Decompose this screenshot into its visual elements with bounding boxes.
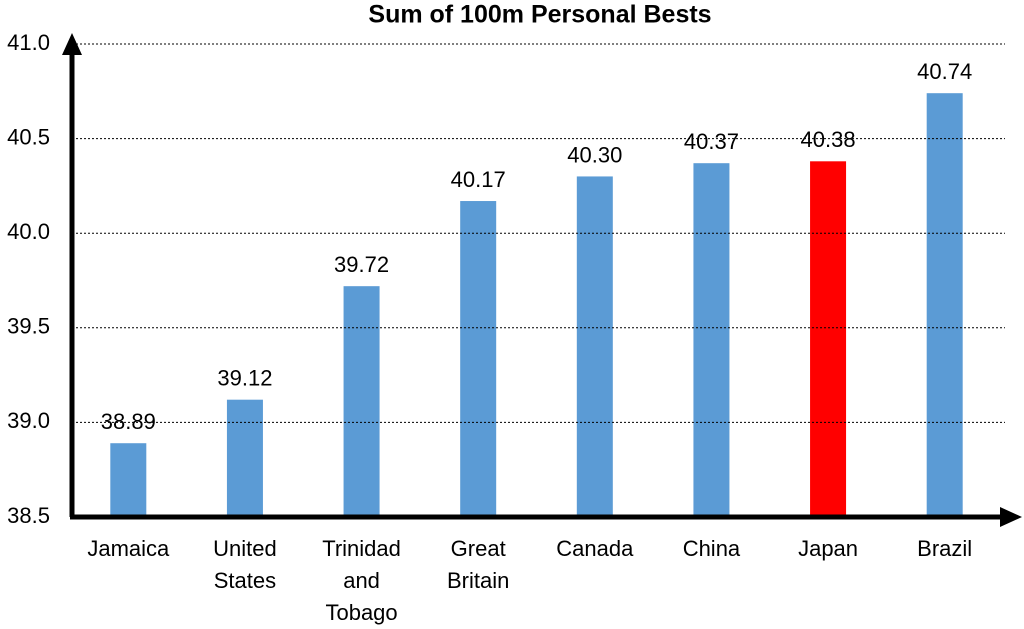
value-label: 40.37 [684, 129, 739, 154]
value-label: 40.30 [567, 142, 622, 167]
bar [110, 443, 147, 517]
bar [343, 286, 380, 517]
bar [810, 161, 847, 517]
x-tick-label: Jamaica [87, 536, 170, 561]
x-tick-label: China [683, 536, 741, 561]
value-label: 40.17 [451, 167, 506, 192]
value-label: 40.38 [801, 127, 856, 152]
x-tick-label: Canada [556, 536, 634, 561]
y-tick-label: 40.5 [7, 124, 50, 149]
x-tick-label: Great Britain [447, 536, 509, 593]
bar [926, 93, 963, 517]
x-tick-label: Trinidad and Tobago [322, 536, 401, 625]
y-tick-label: 40.0 [7, 219, 50, 244]
value-label: 39.12 [217, 366, 272, 391]
y-tick-label: 39.0 [7, 408, 50, 433]
x-tick-label: United States [213, 536, 277, 593]
chart-title: Sum of 100m Personal Bests [368, 1, 711, 29]
y-tick-label: 39.5 [7, 314, 50, 339]
bar [576, 176, 613, 517]
bar [693, 163, 730, 518]
y-tick-label: 41.0 [7, 30, 50, 55]
y-axis-arrow [62, 33, 82, 55]
bar [460, 201, 497, 517]
bar [226, 399, 263, 517]
value-label: 39.72 [334, 252, 389, 277]
value-label: 38.89 [101, 409, 156, 434]
value-label: 40.74 [917, 59, 972, 84]
x-tick-label: Brazil [917, 536, 972, 561]
x-axis-arrow [1000, 507, 1022, 527]
x-tick-label: Japan [798, 536, 858, 561]
y-tick-label: 38.5 [7, 503, 50, 528]
